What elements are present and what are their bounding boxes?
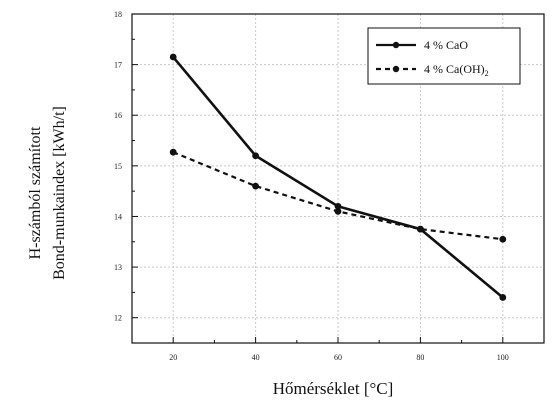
- legend-marker-solid: [392, 41, 400, 49]
- legend-label-cao: 4 % CaO: [424, 38, 468, 52]
- y-axis-title-line-1: H-számból számított: [27, 126, 44, 259]
- x-tick-label: 20: [169, 353, 177, 362]
- series-line-1: [172, 56, 504, 299]
- legend-entry-cao: 4 % CaO: [376, 38, 468, 52]
- series-2-point: [252, 182, 259, 190]
- series-1-point: [252, 152, 259, 160]
- legend-box: [367, 27, 521, 85]
- legend-label-caoh2: 4 % Ca(OH)2: [424, 62, 489, 78]
- series-1-point: [334, 202, 342, 210]
- legend: 4 % CaO 4 % Ca(OH)2: [367, 27, 521, 85]
- series-2-point: [169, 148, 177, 156]
- x-tick-label: 80: [416, 353, 424, 362]
- legend-entry-caoh2: 4 % Ca(OH)2: [376, 62, 489, 78]
- y-tick-label: 15: [114, 162, 122, 171]
- x-tick-label: 60: [334, 353, 342, 362]
- y-tick-label: 13: [114, 263, 122, 272]
- series-1-point: [169, 53, 177, 61]
- legend-marker-dashed: [392, 65, 400, 73]
- legend-label-caoh2-main: 4 % Ca(OH): [424, 62, 485, 76]
- y-axis-title-line-2: Bond-munkaindex [kWh/t]: [51, 106, 68, 280]
- axis-ticks: 20 40 60 80 100 12 13 14 15 16 17 18: [114, 10, 545, 362]
- y-tick-label: 16: [114, 111, 122, 120]
- y-tick-label: 14: [114, 212, 122, 221]
- y-tick-label: 18: [114, 10, 122, 19]
- series-2-point: [499, 235, 507, 243]
- series-layer: [169, 53, 507, 301]
- series-1-point: [499, 294, 507, 301]
- y-tick-label: 12: [114, 314, 122, 323]
- series-2-point: [417, 225, 424, 233]
- x-tick-label: 40: [252, 353, 260, 362]
- legend-label-caoh2-sub: 2: [485, 69, 489, 78]
- x-tick-label: 100: [497, 353, 509, 362]
- x-axis-title: Hőmérséklet [°C]: [273, 379, 394, 398]
- grid-lines: [132, 14, 544, 343]
- series-2-point: [334, 208, 342, 215]
- y-tick-label: 17: [114, 61, 122, 70]
